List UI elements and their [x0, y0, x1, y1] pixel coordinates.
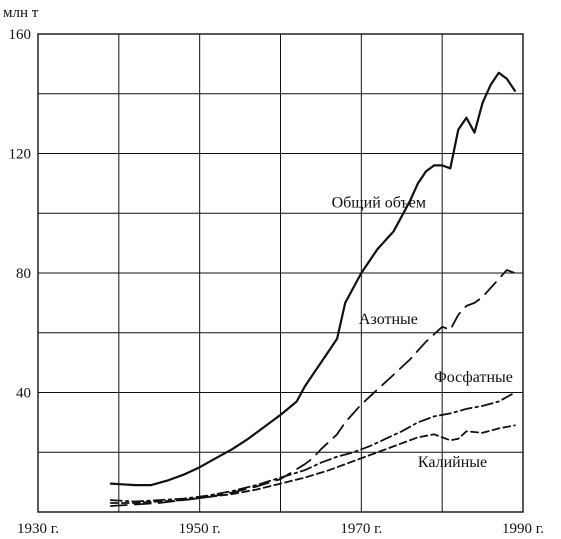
x-tick-label: 1930 г. [17, 521, 59, 537]
y-tick-label: 160 [9, 27, 32, 43]
series-label-4: Калийные [418, 454, 487, 471]
series-label-1: Общий объем [332, 194, 426, 211]
series-label-2: Азотные [359, 311, 418, 328]
series-label-3: Фосфатные [434, 369, 513, 386]
series-line-3 [109, 391, 516, 503]
x-tick-label: 1990 г. [502, 521, 544, 537]
y-tick-label: 40 [16, 386, 31, 402]
y-tick-label: 80 [16, 266, 31, 282]
y-axis-unit-label: млн т [3, 5, 39, 21]
series-line-1 [109, 71, 517, 487]
series-line-4 [109, 424, 516, 504]
plot-frame [37, 33, 524, 513]
series-label-layer: Общий объем Азотные Фосфатные Калийные [332, 194, 513, 471]
axis-layer: 1930 г. 1950 г. 1970 г. 1990 г. 40 80 120 160 [9, 27, 544, 537]
y-tick-label: 120 [9, 147, 32, 163]
x-tick-label: 1950 г. [179, 521, 221, 537]
x-tick-label: 1970 г. [340, 521, 382, 537]
grid-layer [38, 34, 523, 512]
series-layer [109, 71, 517, 507]
